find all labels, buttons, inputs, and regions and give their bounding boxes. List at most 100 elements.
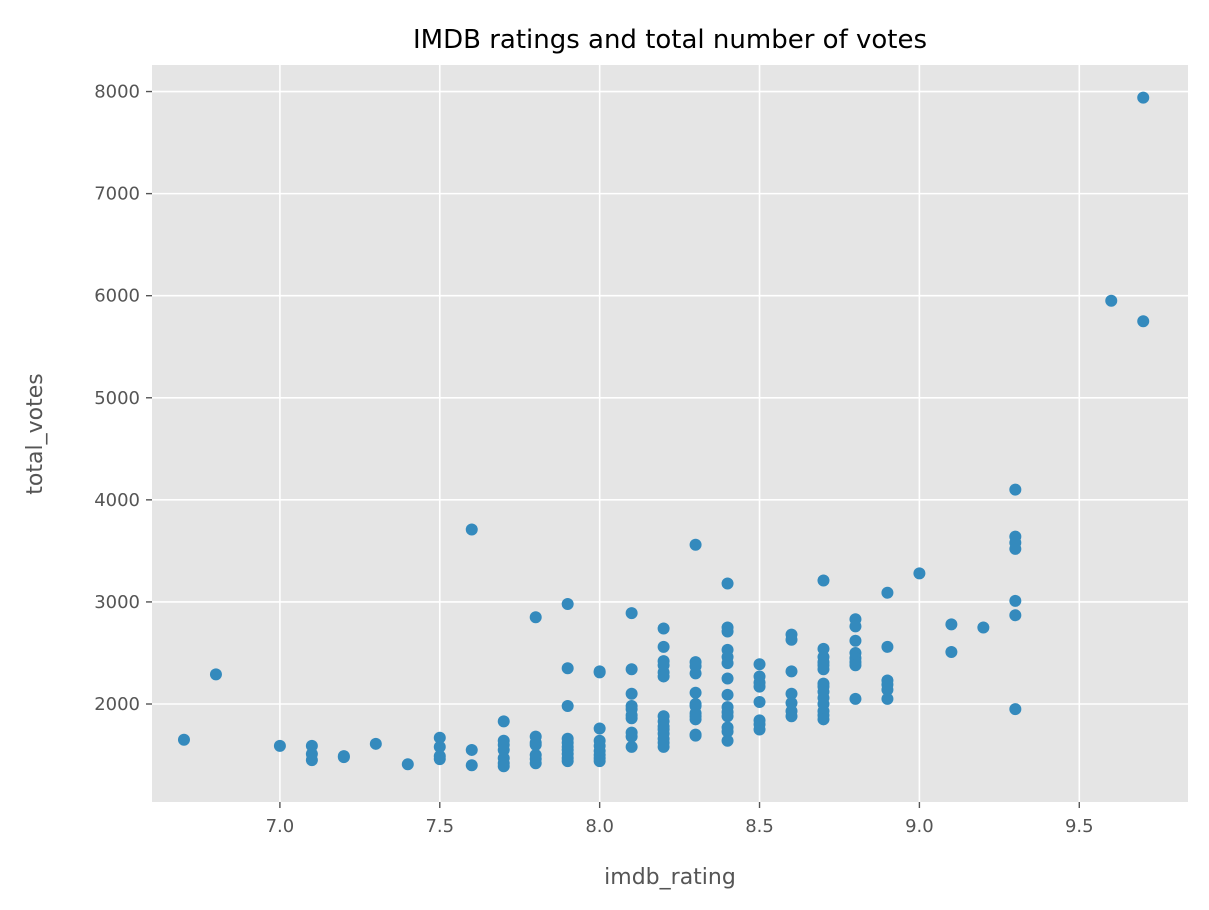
scatter-point [1137, 315, 1150, 328]
scatter-point [785, 665, 798, 678]
scatter-point [721, 672, 734, 685]
y-tick-label: 3000 [94, 592, 140, 613]
y-tick-label: 6000 [94, 286, 140, 307]
scatter-points [177, 91, 1150, 773]
scatter-point [625, 663, 638, 676]
x-axis-ticks: 7.0 7.5 8.0 8.5 9.0 9.5 [266, 802, 1094, 837]
scatter-point [721, 734, 734, 747]
scatter-point [529, 757, 542, 770]
scatter-point [465, 759, 478, 772]
scatter-point [689, 667, 702, 680]
scatter-point [753, 695, 766, 708]
grid-lines [152, 65, 1188, 802]
scatter-point [561, 755, 574, 768]
scatter-point [817, 713, 830, 726]
y-axis-ticks: 2000 3000 4000 5000 6000 7000 8000 [94, 82, 152, 715]
scatter-point [497, 715, 510, 728]
scatter-point [721, 625, 734, 638]
scatter-point [753, 658, 766, 671]
y-tick-label: 7000 [94, 184, 140, 205]
scatter-point [785, 710, 798, 723]
y-tick-label: 4000 [94, 490, 140, 511]
scatter-point [881, 683, 894, 696]
scatter-point [465, 743, 478, 756]
scatter-point [785, 633, 798, 646]
scatter-point [593, 755, 606, 768]
scatter-point [945, 618, 958, 631]
scatter-point [209, 668, 222, 681]
y-axis-label: total_votes [23, 373, 48, 494]
scatter-point [529, 738, 542, 751]
x-tick-label: 9.5 [1065, 816, 1094, 837]
scatter-point [273, 739, 286, 752]
scatter-point [433, 731, 446, 744]
scatter-point [689, 538, 702, 551]
x-tick-label: 8.5 [745, 816, 774, 837]
y-tick-label: 5000 [94, 388, 140, 409]
scatter-point [625, 687, 638, 700]
scatter-point [529, 611, 542, 624]
scatter-point [945, 645, 958, 658]
scatter-point [849, 659, 862, 672]
scatter-point [689, 713, 702, 726]
scatter-point [433, 753, 446, 766]
scatter-point [849, 692, 862, 705]
scatter-point [721, 577, 734, 590]
scatter-point [177, 733, 190, 746]
y-tick-label: 2000 [94, 694, 140, 715]
scatter-point [465, 523, 478, 536]
x-tick-label: 9.0 [905, 816, 934, 837]
scatter-point [817, 574, 830, 587]
chart-title: IMDB ratings and total number of votes [413, 25, 927, 55]
scatter-point [561, 597, 574, 610]
scatter-point [753, 680, 766, 693]
scatter-point [625, 730, 638, 743]
scatter-point [625, 607, 638, 620]
scatter-point [1009, 483, 1022, 496]
scatter-point [369, 737, 382, 750]
scatter-point [625, 740, 638, 753]
scatter-point [561, 662, 574, 675]
scatter-point [433, 740, 446, 753]
scatter-point [657, 640, 670, 653]
scatter-point [497, 760, 510, 773]
x-axis-label: imdb_rating [604, 865, 736, 890]
scatter-point [593, 722, 606, 735]
scatter-point [1009, 609, 1022, 622]
scatter-point [785, 687, 798, 700]
scatter-point [849, 634, 862, 647]
scatter-point [721, 725, 734, 738]
scatter-point [1009, 703, 1022, 716]
scatter-point [721, 710, 734, 723]
scatter-point [337, 751, 350, 764]
x-tick-label: 7.0 [266, 816, 295, 837]
scatter-point [1009, 542, 1022, 555]
scatter-point [721, 657, 734, 670]
scatter-point [1009, 594, 1022, 607]
scatter-point [1105, 294, 1118, 307]
scatter-point [689, 729, 702, 742]
scatter-point [881, 640, 894, 653]
scatter-point [753, 723, 766, 736]
scatter-point [657, 622, 670, 635]
scatter-point [977, 621, 990, 634]
scatter-point [657, 670, 670, 683]
scatter-point [401, 758, 414, 771]
scatter-point [817, 663, 830, 676]
scatter-point [881, 586, 894, 599]
y-tick-label: 8000 [94, 82, 140, 103]
scatter-point [657, 740, 670, 753]
scatter-point [913, 567, 926, 580]
scatter-point [305, 754, 318, 767]
x-tick-label: 8.0 [585, 816, 614, 837]
scatter-point [561, 700, 574, 713]
scatter-point [881, 692, 894, 705]
scatter-point [1137, 91, 1150, 104]
scatter-point [593, 666, 606, 679]
plot-area [152, 65, 1188, 802]
scatter-point [721, 688, 734, 701]
scatter-point [849, 620, 862, 633]
scatter-point [625, 712, 638, 725]
scatter-point [689, 686, 702, 699]
